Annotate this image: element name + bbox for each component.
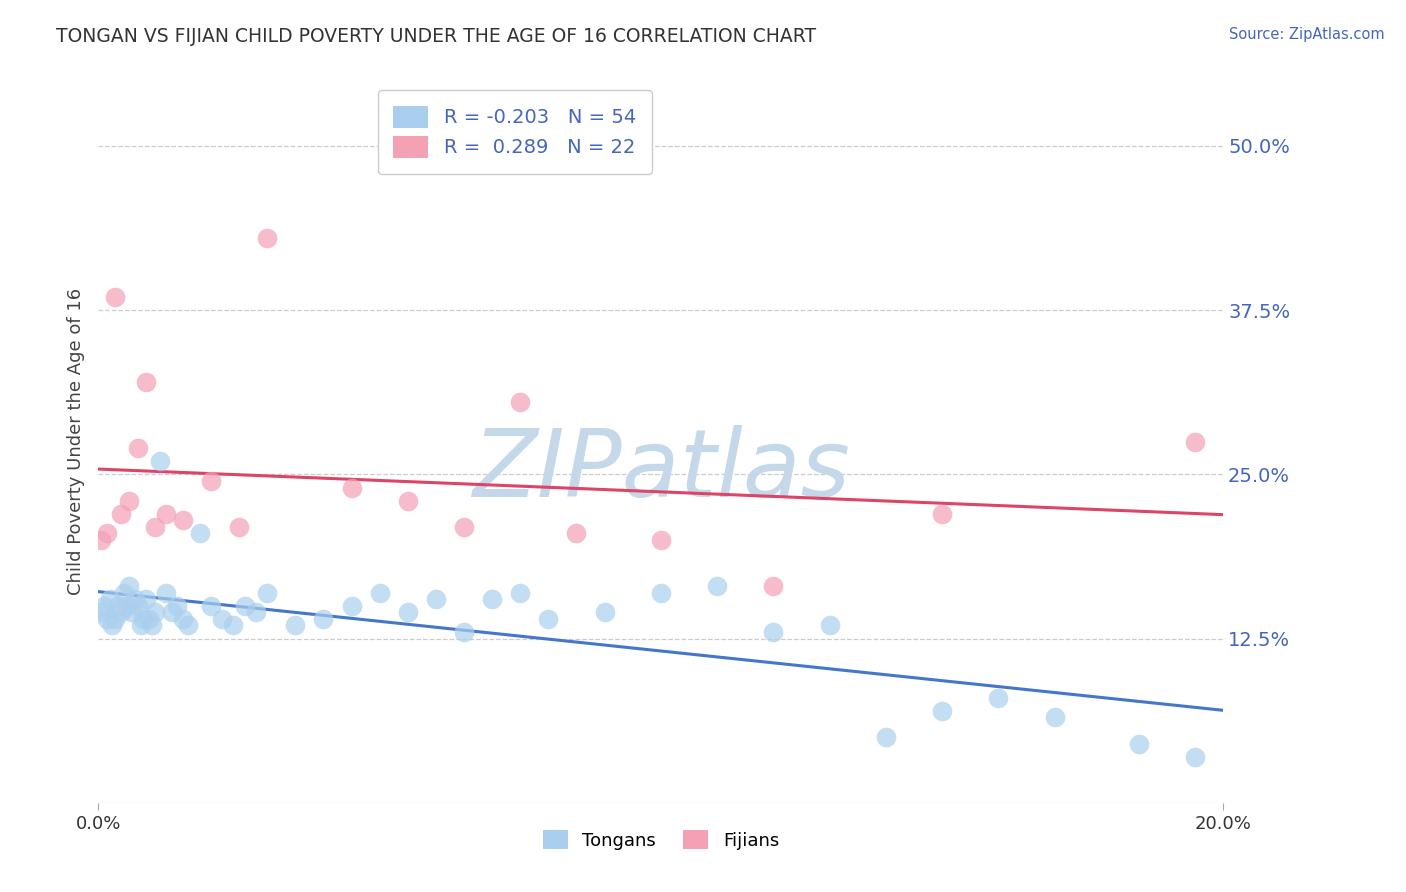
Point — [1128, 737, 1150, 751]
Point — [121, 605, 143, 619]
Point — [104, 290, 127, 304]
Point — [104, 612, 127, 626]
Point — [284, 618, 307, 632]
Point — [166, 599, 188, 613]
Point — [762, 625, 785, 640]
Point — [172, 513, 194, 527]
Point — [143, 605, 166, 619]
Point — [931, 704, 953, 718]
Point — [875, 730, 897, 744]
Point — [177, 618, 200, 632]
Point — [1184, 749, 1206, 764]
Point — [135, 592, 157, 607]
Point — [90, 605, 112, 619]
Point — [509, 585, 531, 599]
Point — [1184, 434, 1206, 449]
Point — [149, 454, 172, 468]
Point — [340, 481, 363, 495]
Point — [233, 599, 256, 613]
Point — [93, 599, 115, 613]
Point — [127, 599, 149, 613]
Point — [118, 493, 141, 508]
Point — [115, 599, 138, 613]
Point — [256, 231, 278, 245]
Point — [155, 507, 177, 521]
Point — [453, 520, 475, 534]
Point — [188, 526, 211, 541]
Text: TONGAN VS FIJIAN CHILD POVERTY UNDER THE AGE OF 16 CORRELATION CHART: TONGAN VS FIJIAN CHILD POVERTY UNDER THE… — [56, 27, 817, 45]
Point — [340, 599, 363, 613]
Point — [132, 612, 155, 626]
Legend: Tongans, Fijians: Tongans, Fijians — [533, 822, 789, 859]
Point — [124, 592, 146, 607]
Point — [110, 507, 132, 521]
Point — [228, 520, 250, 534]
Point — [135, 376, 157, 390]
Point — [118, 579, 141, 593]
Point — [593, 605, 616, 619]
Point — [138, 612, 160, 626]
Point — [98, 592, 121, 607]
Point — [200, 474, 222, 488]
Point — [96, 526, 118, 541]
Point — [127, 441, 149, 455]
Point — [112, 585, 135, 599]
Point — [818, 618, 841, 632]
Text: Source: ZipAtlas.com: Source: ZipAtlas.com — [1229, 27, 1385, 42]
Point — [110, 605, 132, 619]
Point — [211, 612, 233, 626]
Point — [762, 579, 785, 593]
Point — [396, 605, 419, 619]
Point — [368, 585, 391, 599]
Point — [650, 585, 672, 599]
Point — [96, 612, 118, 626]
Point — [200, 599, 222, 613]
Point — [107, 599, 129, 613]
Point — [509, 395, 531, 409]
Point — [222, 618, 245, 632]
Y-axis label: Child Poverty Under the Age of 16: Child Poverty Under the Age of 16 — [66, 288, 84, 595]
Point — [565, 526, 588, 541]
Point — [650, 533, 672, 547]
Point — [245, 605, 267, 619]
Text: ZIPatlas: ZIPatlas — [472, 425, 849, 516]
Point — [90, 533, 112, 547]
Point — [537, 612, 560, 626]
Point — [160, 605, 183, 619]
Point — [396, 493, 419, 508]
Point — [931, 507, 953, 521]
Point — [172, 612, 194, 626]
Point — [101, 618, 124, 632]
Point — [425, 592, 447, 607]
Point — [987, 690, 1010, 705]
Point — [706, 579, 728, 593]
Point — [312, 612, 335, 626]
Point — [1043, 710, 1066, 724]
Point — [155, 585, 177, 599]
Point — [141, 618, 163, 632]
Point — [256, 585, 278, 599]
Point — [129, 618, 152, 632]
Point — [143, 520, 166, 534]
Point — [453, 625, 475, 640]
Point — [481, 592, 503, 607]
